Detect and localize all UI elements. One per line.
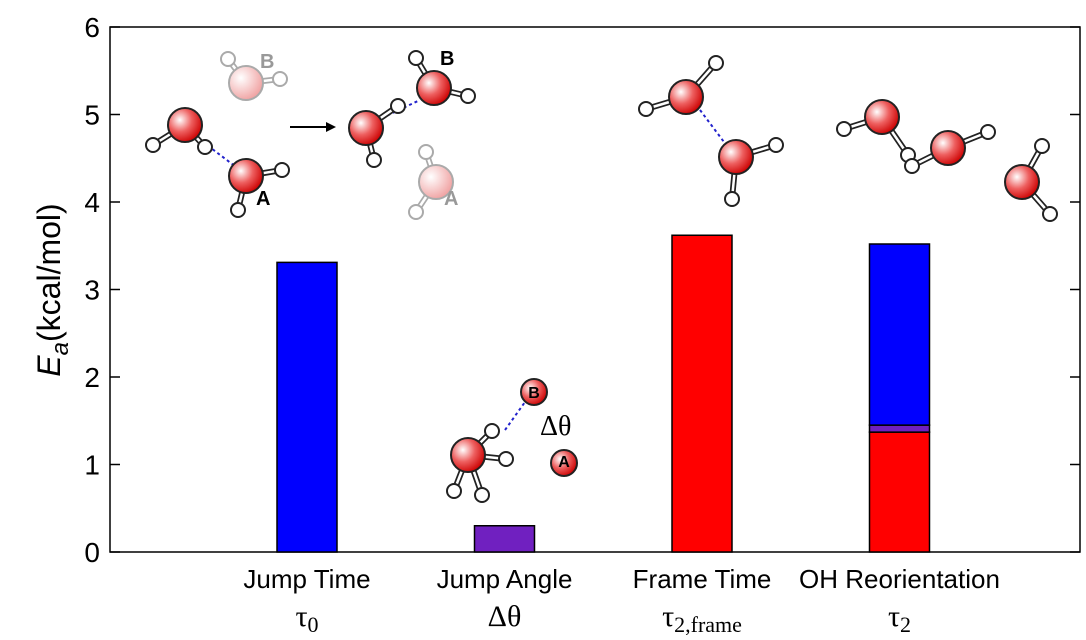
- x-symbol: Δθ: [488, 600, 522, 633]
- symbol-base: τ: [662, 600, 674, 633]
- symbol-sub: 2,frame: [674, 612, 742, 635]
- y-label-sub: a: [47, 342, 74, 355]
- annotation: A: [558, 454, 570, 471]
- oxygen: [864, 99, 900, 135]
- y-tick-label: 5: [84, 100, 100, 131]
- x-tick-label: OH Reorientation: [799, 564, 1000, 594]
- hydrogen: [274, 162, 290, 178]
- bar-segment: [868, 424, 931, 433]
- y-label-unit: (kcal/mol): [31, 203, 67, 342]
- hydrogen: [980, 124, 996, 140]
- oxygen: [450, 437, 486, 473]
- hydrogen: [768, 137, 784, 153]
- hydrogen: [390, 98, 406, 114]
- hydrogen: [220, 51, 236, 67]
- hydrogen: [498, 451, 514, 467]
- bar-segment: [276, 261, 338, 553]
- annotation: B: [440, 48, 454, 70]
- symbol-base: τ: [888, 600, 900, 633]
- hydrogen: [446, 483, 462, 499]
- y-tick-label: 1: [84, 450, 100, 481]
- bar-segment: [671, 234, 733, 553]
- y-tick-label: 0: [84, 537, 100, 568]
- oxygen: [228, 158, 264, 194]
- oxygen: [348, 110, 384, 146]
- y-axis-label: Ea(kcal/mol): [31, 203, 74, 376]
- oxygen: [416, 70, 452, 106]
- symbol-sub: 2: [900, 612, 911, 635]
- annotation: Δθ: [540, 411, 571, 442]
- y-tick-label: 3: [84, 275, 100, 306]
- x-tick-label: Frame Time: [633, 564, 772, 594]
- bar-segment: [473, 525, 536, 553]
- hydrogen: [460, 88, 476, 104]
- hydrogen: [724, 191, 740, 207]
- plot-frame: [109, 26, 1081, 553]
- atom-b: [520, 378, 548, 406]
- symbol-base: τ: [295, 600, 307, 633]
- oxygen: [1004, 164, 1040, 200]
- annotation: A: [444, 188, 458, 210]
- x-tick-label: Jump Time: [243, 564, 370, 594]
- symbol-base: Δθ: [488, 600, 522, 633]
- x-tick-label: Jump Angle: [437, 564, 573, 594]
- arrowhead: [326, 122, 336, 132]
- oxygen: [718, 139, 754, 175]
- hydrogen: [836, 121, 852, 137]
- hydrogen: [272, 71, 288, 87]
- hydrogen: [408, 50, 424, 66]
- x-symbol: τ2: [888, 600, 911, 635]
- hydrogen: [230, 202, 246, 218]
- y-tick-label: 2: [84, 362, 100, 393]
- hbond: [699, 109, 731, 151]
- bar-segment: [868, 431, 931, 553]
- y-label-main: E: [31, 355, 67, 377]
- hydrogen: [708, 55, 724, 71]
- hydrogen: [197, 139, 213, 155]
- hydrogen: [638, 101, 654, 117]
- annotation: B: [528, 385, 540, 402]
- atom-a: [550, 449, 578, 477]
- x-symbol: τ2,frame: [662, 600, 742, 635]
- hydrogen: [474, 487, 490, 503]
- y-tick-label: 4: [84, 187, 100, 218]
- hydrogen: [418, 144, 434, 160]
- hydrogen: [408, 204, 424, 220]
- oxygen: [930, 130, 966, 166]
- molecule-illustrations: [145, 50, 1058, 503]
- hydrogen: [904, 158, 920, 174]
- hydrogen: [1042, 206, 1058, 222]
- x-symbol: τ0: [295, 600, 318, 635]
- annotation: B: [260, 51, 274, 73]
- hbond: [504, 394, 531, 431]
- oxygen: [668, 79, 704, 115]
- hydrogen: [145, 137, 161, 153]
- y-tick-label: 6: [84, 12, 100, 43]
- hydrogen: [484, 423, 500, 439]
- symbol-sub: 0: [308, 612, 319, 635]
- oxygen: [228, 65, 264, 101]
- hydrogen: [1034, 138, 1050, 154]
- oxygen: [418, 164, 454, 200]
- oxygen: [167, 107, 203, 143]
- hydrogen: [366, 152, 382, 168]
- annotation: A: [256, 188, 270, 210]
- bar-segment: [868, 243, 931, 426]
